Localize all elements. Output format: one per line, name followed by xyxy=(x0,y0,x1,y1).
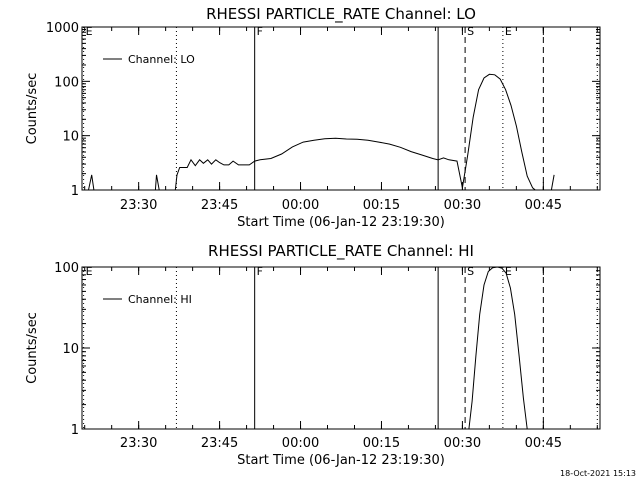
timestamp: 18-Oct-2021 15:13 xyxy=(560,469,636,478)
legend-entry: Channel: HI xyxy=(128,293,192,306)
chart-panel-1: RHESSI PARTICLE_RATE Channel: LO 23:30 23:… xyxy=(25,5,601,230)
y-tick-label: 1000 xyxy=(46,21,79,36)
y-axis-label: Counts/sec xyxy=(25,73,40,145)
event-marker-label: E xyxy=(86,265,93,278)
x-tick-label: 00:45 xyxy=(525,436,562,451)
event-marker-label: S xyxy=(467,25,474,38)
x-tick-label: 23:30 xyxy=(120,198,157,213)
y-axis-label: Counts/sec xyxy=(25,312,40,384)
x-axis-label: Start Time (06-Jan-12 23:19:30) xyxy=(237,453,445,468)
x-tick-label: 23:30 xyxy=(120,436,157,451)
chart-title: RHESSI PARTICLE_RATE Channel: HI xyxy=(208,242,474,261)
x-tick-label: 00:30 xyxy=(444,198,481,213)
legend-entry: Channel: LO xyxy=(128,53,195,66)
series-line xyxy=(84,73,555,191)
y-tick-label: 10 xyxy=(62,130,79,145)
y-tick-label: 10 xyxy=(62,342,79,357)
y-tick-label: 1 xyxy=(71,423,79,438)
x-tick-label: 00:15 xyxy=(363,198,400,213)
y-tick-label: 100 xyxy=(54,75,79,90)
y-tick-label: 1 xyxy=(71,184,79,199)
x-tick-label: 23:45 xyxy=(201,198,238,213)
x-tick-label: 00:00 xyxy=(282,198,319,213)
event-marker-label: F xyxy=(257,25,263,38)
chart-title: RHESSI PARTICLE_RATE Channel: LO xyxy=(206,5,476,24)
event-marker-label: E xyxy=(505,265,512,278)
plot-frame xyxy=(81,266,601,430)
plot-frame xyxy=(81,26,601,191)
event-marker-label: F xyxy=(257,265,263,278)
y-tick-label: 100 xyxy=(54,261,79,276)
x-axis-label: Start Time (06-Jan-12 23:19:30) xyxy=(237,215,445,230)
x-tick-label: 00:00 xyxy=(282,436,319,451)
event-marker-label: S xyxy=(467,265,474,278)
x-tick-label: 00:45 xyxy=(525,198,562,213)
x-tick-label: 23:45 xyxy=(201,436,238,451)
event-marker-label: E xyxy=(505,25,512,38)
x-tick-label: 00:30 xyxy=(444,436,481,451)
chart-panel-2: RHESSI PARTICLE_RATE Channel: HI 23:30 23:… xyxy=(25,242,601,468)
x-tick-label: 00:15 xyxy=(363,436,400,451)
series-line xyxy=(468,266,528,430)
event-marker-label: E xyxy=(86,25,93,38)
